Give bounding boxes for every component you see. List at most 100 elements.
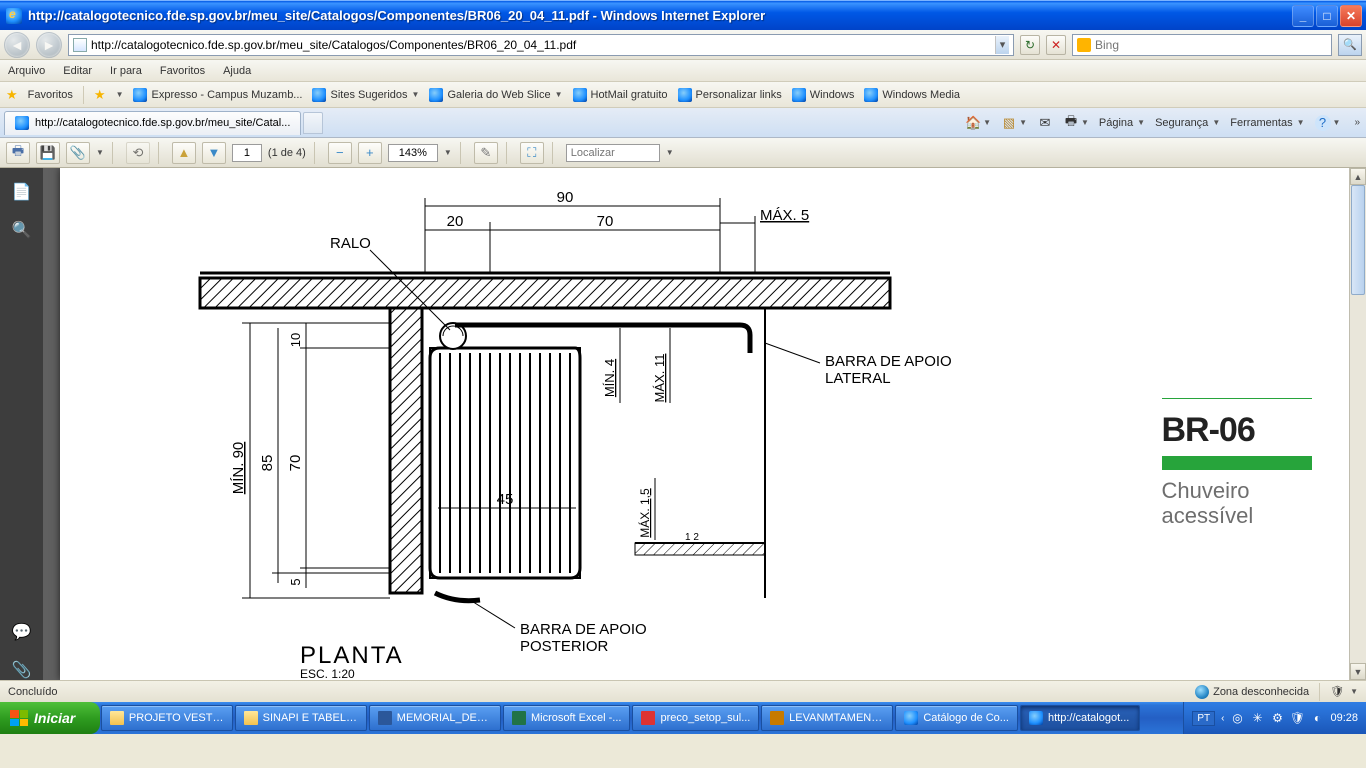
pdf-zoom-value[interactable]: 143% xyxy=(388,144,438,162)
favorites-label[interactable]: Favoritos xyxy=(28,89,73,101)
chevron-down-icon: ▼ xyxy=(412,90,420,99)
bing-icon xyxy=(1077,38,1091,52)
stop-button[interactable]: ✕ xyxy=(1046,35,1066,55)
tray-icon-3[interactable]: ⚙ xyxy=(1270,711,1284,725)
menu-arquivo[interactable]: Arquivo xyxy=(8,65,45,77)
pdf-email-button[interactable]: 📎 xyxy=(66,142,90,164)
refresh-button[interactable]: ↻ xyxy=(1020,35,1040,55)
task-projeto[interactable]: PROJETO VESTI... xyxy=(101,705,233,731)
tray-icon-1[interactable]: ◎ xyxy=(1230,711,1244,725)
favlink-windows[interactable]: Windows xyxy=(792,88,855,102)
url-input[interactable] xyxy=(91,38,991,52)
pdf-find-input[interactable] xyxy=(566,144,660,162)
menu-bar: Arquivo Editar Ir para Favoritos Ajuda xyxy=(0,60,1366,82)
scroll-down-button[interactable]: ▼ xyxy=(1350,663,1366,680)
add-fav-dd[interactable]: ▼ xyxy=(116,90,124,99)
search-box[interactable] xyxy=(1072,34,1332,56)
zone-indicator[interactable]: Zona desconhecida xyxy=(1195,685,1309,699)
pdf-save-button[interactable]: 💾 xyxy=(36,142,60,164)
security-menu[interactable]: Segurança▼ xyxy=(1155,117,1220,129)
language-indicator[interactable]: PT xyxy=(1192,711,1215,726)
task-memorial[interactable]: MEMORIAL_DES... xyxy=(369,705,501,731)
maximize-button[interactable]: □ xyxy=(1316,5,1338,27)
new-tab-button[interactable] xyxy=(303,112,323,134)
comments-panel-icon[interactable]: 💬 xyxy=(11,622,33,642)
pdf-fullscreen-button[interactable]: ⛶ xyxy=(520,142,544,164)
pages-panel-icon[interactable]: 📄 xyxy=(11,182,33,202)
scroll-thumb[interactable] xyxy=(1351,185,1365,295)
minimize-button[interactable]: _ xyxy=(1292,5,1314,27)
svg-text:LATERAL: LATERAL xyxy=(825,370,891,387)
close-button[interactable]: ✕ xyxy=(1340,5,1362,27)
favlink-hotmail[interactable]: HotMail gratuito xyxy=(573,88,668,102)
pdf-sign-button[interactable]: ✎ xyxy=(474,142,498,164)
pdf-zoom-out-button[interactable]: − xyxy=(328,142,352,164)
tray-icon-4[interactable]: 🛡 xyxy=(1290,711,1304,725)
clock[interactable]: 09:28 xyxy=(1330,712,1358,724)
add-fav-icon[interactable]: ★ xyxy=(94,87,106,103)
task-catalogot-active[interactable]: http://catalogot... xyxy=(1020,705,1140,731)
favorites-star-icon: ★ xyxy=(6,87,18,103)
home-button[interactable]: 🏠▼ xyxy=(965,115,991,131)
back-button[interactable]: ◄ xyxy=(4,32,30,58)
pdf-page-down-button[interactable]: ▼ xyxy=(202,142,226,164)
scroll-up-button[interactable]: ▲ xyxy=(1350,168,1366,185)
globe-icon xyxy=(1195,685,1209,699)
search-go-button[interactable]: 🔍 xyxy=(1338,34,1362,56)
task-sinapi[interactable]: SINAPI E TABELAS xyxy=(235,705,367,731)
page-menu[interactable]: Página▼ xyxy=(1099,117,1145,129)
doc-code: BR-06 xyxy=(1162,411,1312,450)
mail-button[interactable]: ✉ xyxy=(1037,115,1053,131)
chevron-down-icon: ▼ xyxy=(1137,118,1145,127)
menu-ajuda[interactable]: Ajuda xyxy=(223,65,251,77)
separator xyxy=(112,142,118,164)
chevron-down-icon[interactable]: ▼ xyxy=(444,148,452,157)
overflow-chevron[interactable]: » xyxy=(1354,117,1360,128)
favlink-expresso[interactable]: Expresso - Campus Muzamb... xyxy=(133,88,302,102)
tools-menu[interactable]: Ferramentas▼ xyxy=(1230,117,1304,129)
menu-editar[interactable]: Editar xyxy=(63,65,92,77)
protected-mode-icon[interactable]: 🛡 xyxy=(1330,685,1344,698)
scroll-track[interactable] xyxy=(1350,185,1366,663)
tray-icon-2[interactable]: ✳ xyxy=(1250,711,1264,725)
pdf-page-input[interactable] xyxy=(232,144,262,162)
pdf-print-button[interactable]: 🖶 xyxy=(6,142,30,164)
help-button[interactable]: ?▼ xyxy=(1315,115,1341,131)
favlink-personalizar[interactable]: Personalizar links xyxy=(678,88,782,102)
feeds-button[interactable]: ▧▼ xyxy=(1001,115,1027,131)
doc-title-block: BR-06 Chuveiro acessível xyxy=(1162,398,1312,529)
favlink-galeria[interactable]: Galeria do Web Slice▼ xyxy=(429,88,562,102)
pdf-find-prev-button[interactable]: ⟲ xyxy=(126,142,150,164)
favlink-windows-media[interactable]: Windows Media xyxy=(864,88,960,102)
search-input[interactable] xyxy=(1095,38,1327,52)
forward-button[interactable]: ► xyxy=(36,32,62,58)
vertical-scrollbar[interactable]: ▲ ▼ xyxy=(1349,168,1366,680)
chevron-down-icon: ▼ xyxy=(1019,118,1027,127)
print-button[interactable]: 🖶▼ xyxy=(1063,115,1089,131)
task-catalogo[interactable]: Catálogo de Co... xyxy=(895,705,1018,731)
start-button[interactable]: Iniciar xyxy=(0,702,100,734)
pdf-page-up-button[interactable]: ▲ xyxy=(172,142,196,164)
svg-text:90: 90 xyxy=(556,189,573,206)
chevron-down-icon[interactable]: ▼ xyxy=(666,148,674,157)
tray-icon-5[interactable]: ◐ xyxy=(1310,711,1324,725)
pdf-zoom-in-button[interactable]: + xyxy=(358,142,382,164)
pdf-document[interactable]: RALO 90 20 70 MÁX. 5 MÍN. 90 85 70 10 5 … xyxy=(43,168,1366,680)
separator xyxy=(158,142,164,164)
task-excel[interactable]: Microsoft Excel -... xyxy=(503,705,630,731)
pdf-icon xyxy=(641,711,655,725)
favlink-sites-sugeridos[interactable]: Sites Sugeridos▼ xyxy=(312,88,419,102)
bookmarks-panel-icon[interactable]: 🔍 xyxy=(11,220,33,240)
tray-chevron[interactable]: ‹ xyxy=(1221,713,1224,724)
menu-favoritos[interactable]: Favoritos xyxy=(160,65,205,77)
attachments-panel-icon[interactable]: 📎 xyxy=(11,660,33,680)
menu-ir-para[interactable]: Ir para xyxy=(110,65,142,77)
task-levant[interactable]: LEVANMTAMENT... xyxy=(761,705,893,731)
chevron-down-icon[interactable]: ▼ xyxy=(1350,687,1358,696)
chevron-down-icon[interactable]: ▼ xyxy=(96,148,104,157)
task-preco[interactable]: preco_setop_sul... xyxy=(632,705,759,731)
address-dropdown[interactable]: ▾ xyxy=(995,36,1009,54)
svg-text:1 2: 1 2 xyxy=(685,532,699,543)
tab-active[interactable]: http://catalogotecnico.fde.sp.gov.br/meu… xyxy=(4,111,301,135)
address-bar[interactable]: ▾ xyxy=(68,34,1014,56)
